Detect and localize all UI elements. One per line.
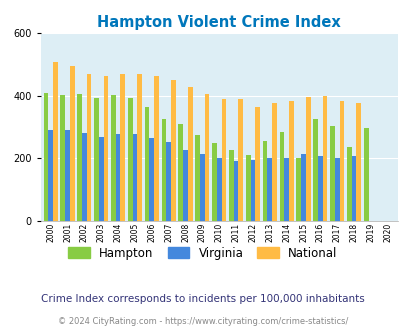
Bar [99, 137, 103, 221]
Bar [255, 107, 259, 221]
Bar [301, 154, 305, 221]
Bar [233, 161, 238, 221]
Bar [82, 133, 87, 221]
Bar [94, 98, 99, 221]
Bar [53, 62, 58, 221]
Bar [245, 155, 250, 221]
Bar [77, 93, 82, 221]
Bar [111, 95, 115, 221]
Title: Hampton Violent Crime Index: Hampton Violent Crime Index [97, 16, 340, 30]
Bar [351, 156, 356, 221]
Bar [183, 150, 188, 221]
Bar [137, 74, 142, 221]
Bar [132, 134, 137, 221]
Bar [70, 66, 75, 221]
Bar [43, 93, 48, 221]
Bar [204, 94, 209, 221]
Bar [171, 80, 175, 221]
Bar [288, 101, 293, 221]
Bar [305, 97, 310, 221]
Bar [216, 158, 221, 221]
Bar [115, 134, 120, 221]
Bar [334, 158, 339, 221]
Bar [221, 99, 226, 221]
Bar [322, 96, 326, 221]
Bar [103, 76, 108, 221]
Bar [188, 87, 192, 221]
Bar [279, 132, 283, 221]
Bar [339, 101, 343, 221]
Bar [238, 99, 243, 221]
Bar [250, 160, 255, 221]
Bar [87, 74, 91, 221]
Legend: Hampton, Virginia, National: Hampton, Virginia, National [68, 247, 337, 260]
Bar [262, 141, 267, 221]
Text: © 2024 CityRating.com - https://www.cityrating.com/crime-statistics/: © 2024 CityRating.com - https://www.city… [58, 317, 347, 326]
Bar [363, 128, 368, 221]
Bar [296, 158, 301, 221]
Bar [228, 149, 233, 221]
Bar [60, 95, 65, 221]
Bar [195, 135, 200, 221]
Bar [356, 103, 360, 221]
Bar [212, 143, 216, 221]
Text: Crime Index corresponds to incidents per 100,000 inhabitants: Crime Index corresponds to incidents per… [41, 294, 364, 304]
Bar [346, 148, 351, 221]
Bar [65, 130, 70, 221]
Bar [149, 138, 154, 221]
Bar [200, 154, 204, 221]
Bar [317, 156, 322, 221]
Bar [166, 142, 171, 221]
Bar [128, 98, 132, 221]
Bar [267, 158, 271, 221]
Bar [284, 158, 288, 221]
Bar [271, 103, 276, 221]
Bar [48, 130, 53, 221]
Bar [154, 76, 158, 221]
Bar [178, 124, 183, 221]
Bar [313, 119, 317, 221]
Bar [329, 126, 334, 221]
Bar [161, 119, 166, 221]
Bar [120, 74, 125, 221]
Bar [145, 107, 149, 221]
